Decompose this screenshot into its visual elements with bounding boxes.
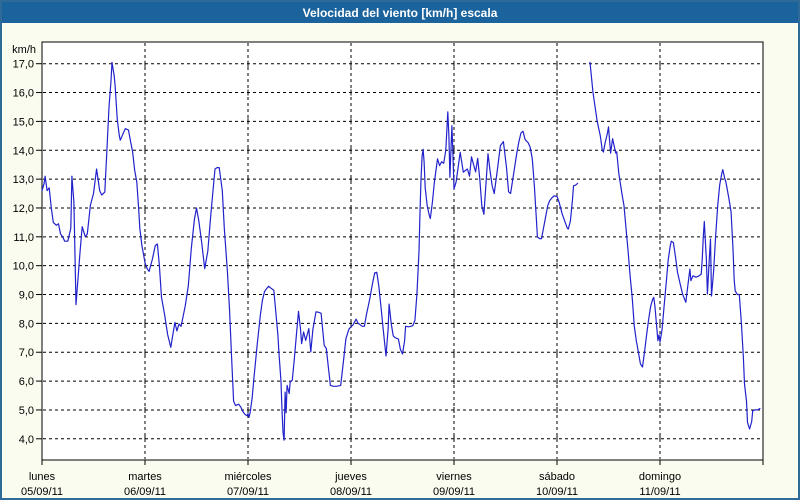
x-date-label: 06/09/11	[124, 486, 166, 498]
x-day-label: jueves	[334, 471, 367, 483]
plot-area	[42, 42, 763, 460]
x-day-label: martes	[128, 471, 162, 483]
y-tick-label: 9,0	[19, 290, 34, 302]
y-tick-label: 13,0	[13, 174, 34, 186]
y-unit-label: km/h	[12, 44, 36, 56]
x-day-label: sábado	[539, 471, 575, 483]
x-date-label: 11/09/11	[639, 486, 680, 498]
y-tick-label: 4,0	[19, 434, 34, 446]
y-tick-label: 15,0	[13, 116, 34, 128]
chart-title: Velocidad del viento [km/h] escala	[302, 5, 498, 20]
x-date-label: 10/09/11	[536, 486, 578, 498]
y-tick-label: 17,0	[13, 59, 34, 71]
x-date-label: 07/09/11	[227, 486, 269, 498]
x-date-label: 08/09/11	[330, 486, 372, 498]
y-tick-label: 6,0	[19, 376, 34, 388]
y-tick-label: 5,0	[19, 405, 34, 417]
x-day-label: lunes	[29, 471, 56, 483]
x-date-label: 05/09/11	[21, 486, 63, 498]
title-bar: Velocidad del viento [km/h] escala	[2, 2, 798, 23]
y-tick-label: 16,0	[13, 88, 34, 100]
x-date-label: 09/09/11	[433, 486, 475, 498]
x-day-label: viernes	[436, 471, 472, 483]
wind-speed-line	[589, 61, 761, 430]
plot-border	[41, 41, 764, 461]
y-tick-label: 10,0	[13, 261, 34, 273]
y-tick-label: 7,0	[19, 347, 34, 359]
wind-speed-line	[41, 61, 579, 441]
x-day-label: domingo	[639, 471, 681, 483]
x-day-label: miércoles	[224, 471, 272, 483]
y-tick-label: 14,0	[13, 145, 34, 157]
y-tick-label: 8,0	[19, 318, 34, 330]
y-tick-label: 12,0	[13, 203, 34, 215]
y-tick-label: 11,0	[13, 232, 34, 244]
